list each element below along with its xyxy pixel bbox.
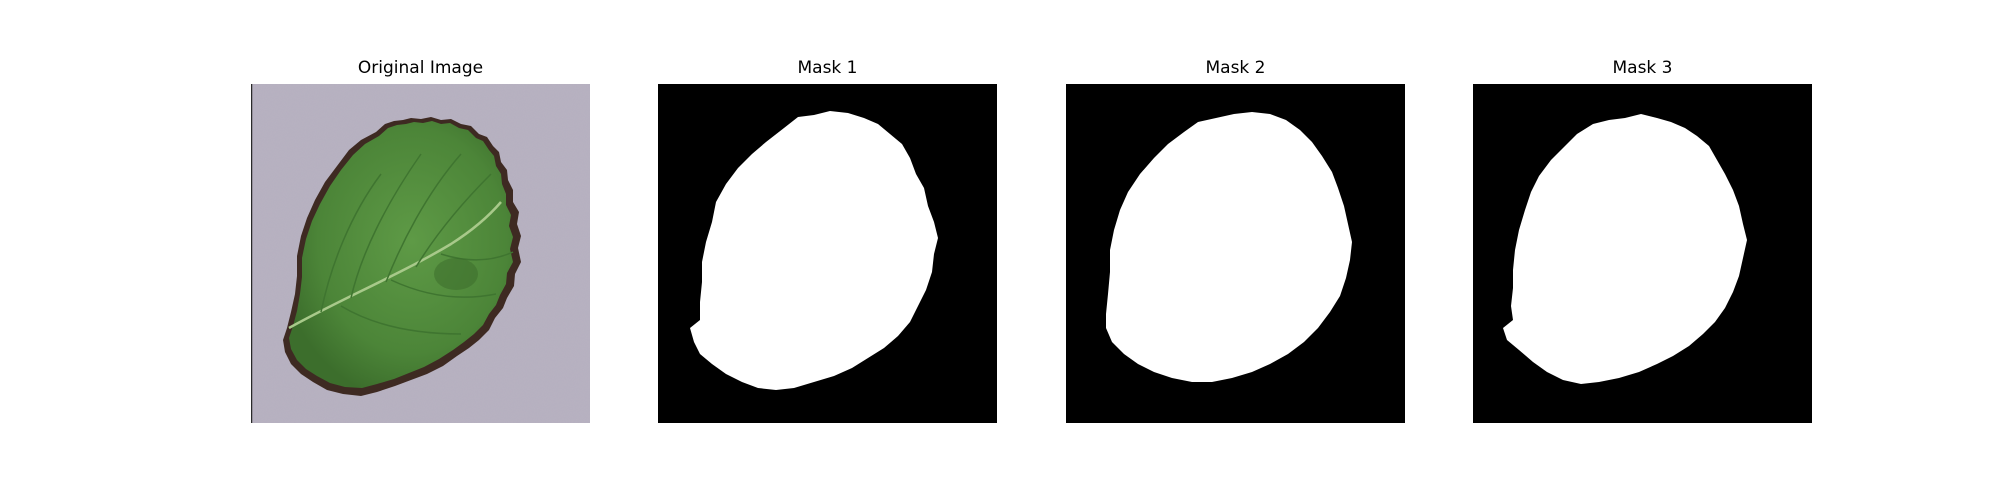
panel-title: Mask 3 <box>1612 58 1673 78</box>
panel-mask-1: Mask 1 <box>658 0 997 440</box>
panel-mask-2: Mask 2 <box>1066 0 1405 440</box>
leaf-body <box>289 121 513 388</box>
mask-2-image <box>1066 84 1405 423</box>
mask-foreground <box>1503 114 1747 384</box>
mask-foreground <box>1106 112 1352 382</box>
panel-original-image: Original Image <box>251 0 590 440</box>
original-leaf-photo <box>251 84 590 423</box>
panel-title: Mask 2 <box>1205 58 1266 78</box>
mask-foreground <box>690 111 938 390</box>
leaf-midrib <box>288 201 502 330</box>
panel-title: Original Image <box>357 58 484 78</box>
mask-1-image <box>658 84 997 423</box>
panel-mask-3: Mask 3 <box>1473 0 1812 440</box>
panel-title: Mask 1 <box>797 58 858 78</box>
mask-3-image <box>1473 84 1812 423</box>
